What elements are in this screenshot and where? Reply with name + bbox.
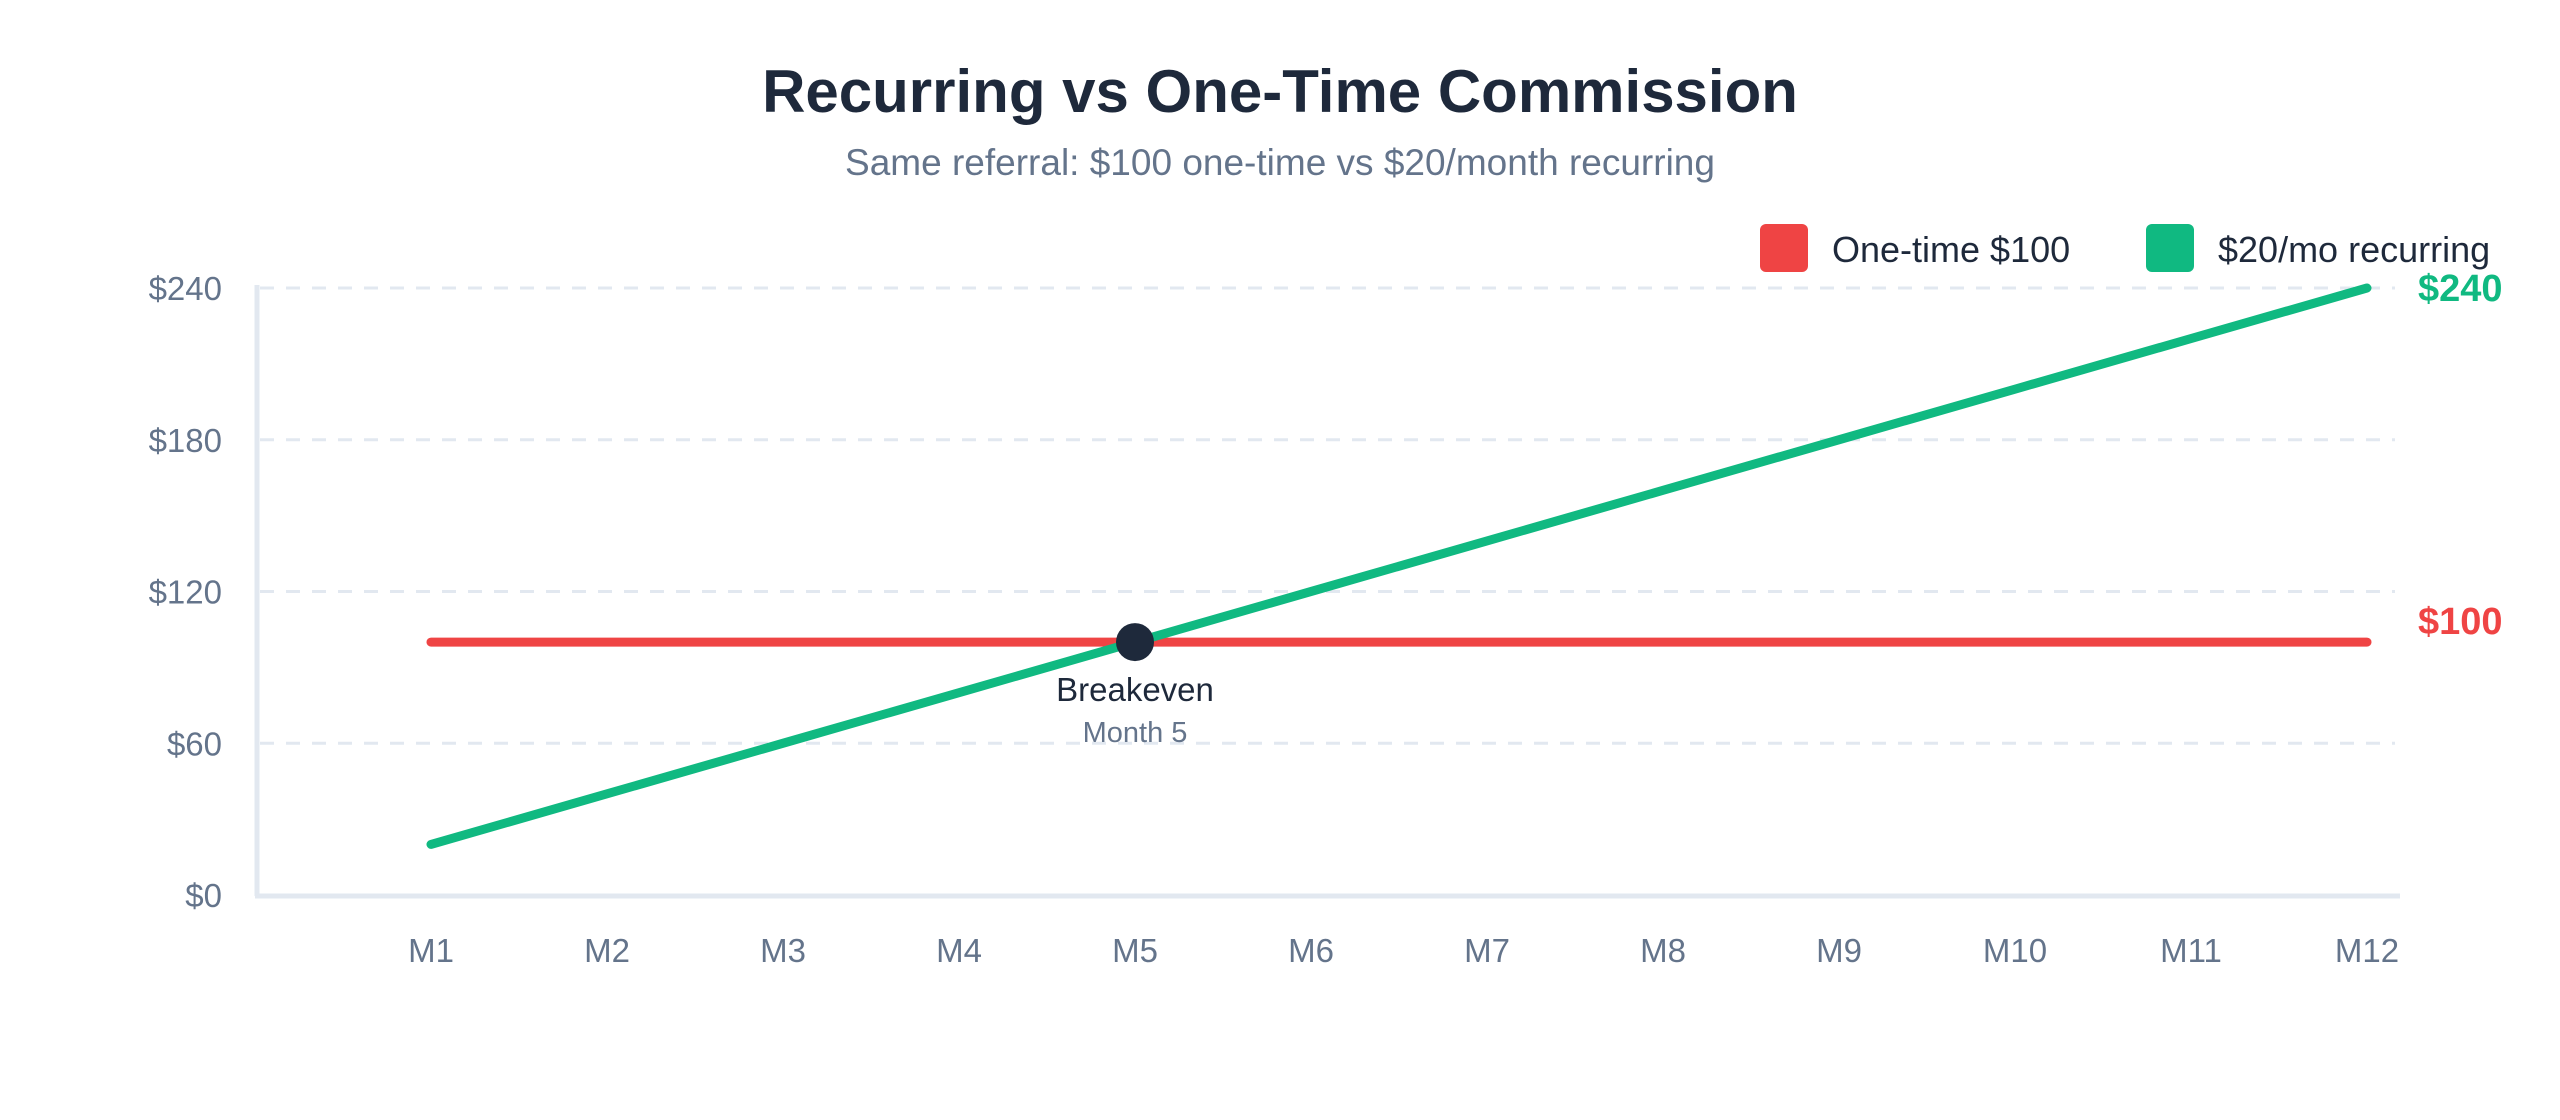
end-label-one-time: $100 [2418, 601, 2503, 643]
end-label-recurring: $240 [2418, 268, 2503, 310]
x-tick-label: M6 [1288, 932, 1334, 969]
x-tick-label: M3 [760, 932, 806, 969]
x-tick-label: M2 [584, 932, 630, 969]
breakeven-annotation: Breakeven Month 5 [1056, 623, 1214, 749]
y-tick-label: $120 [149, 574, 222, 611]
series-line-recurring [426, 283, 2372, 849]
chart-title: Recurring vs One-Time Commission [762, 58, 1798, 125]
x-tick-label: M10 [1983, 932, 2047, 969]
x-tick-label: M8 [1640, 932, 1686, 969]
x-tick-label: M11 [2160, 932, 2222, 969]
breakeven-label: Breakeven [1056, 671, 1214, 708]
legend-label-one-time: One-time $100 [1832, 229, 2070, 270]
y-tick-label: $240 [149, 270, 222, 307]
series-lines [426, 283, 2372, 849]
x-tick-label: M5 [1112, 932, 1158, 969]
breakeven-point [1116, 623, 1154, 662]
x-tick-label: M4 [936, 932, 982, 969]
chart-subtitle: Same referral: $100 one-time vs $20/mont… [845, 142, 1715, 183]
x-tick-label: M12 [2335, 932, 2399, 969]
y-tick-label: $180 [149, 422, 222, 459]
legend-label-recurring: $20/mo recurring [2218, 229, 2490, 270]
legend-swatch-one-time [1760, 224, 1808, 272]
legend-swatch-recurring [2146, 224, 2194, 272]
x-tick-label: M7 [1464, 932, 1510, 969]
end-labels: $100 $240 [2418, 268, 2503, 643]
y-tick-label: $0 [185, 877, 222, 914]
breakeven-sublabel: Month 5 [1083, 717, 1188, 749]
y-tick-label: $60 [167, 725, 222, 762]
y-axis-ticks: $0 $60 $120 $180 $240 [149, 270, 222, 914]
x-tick-label: M1 [408, 932, 454, 969]
legend: One-time $100 $20/mo recurring [1760, 224, 2490, 272]
x-tick-label: M9 [1816, 932, 1862, 969]
x-axis-ticks: M1 M2 M3 M4 M5 M6 M7 M8 M9 M10 M11 M12 [408, 932, 2399, 969]
gridlines [260, 286, 2395, 745]
